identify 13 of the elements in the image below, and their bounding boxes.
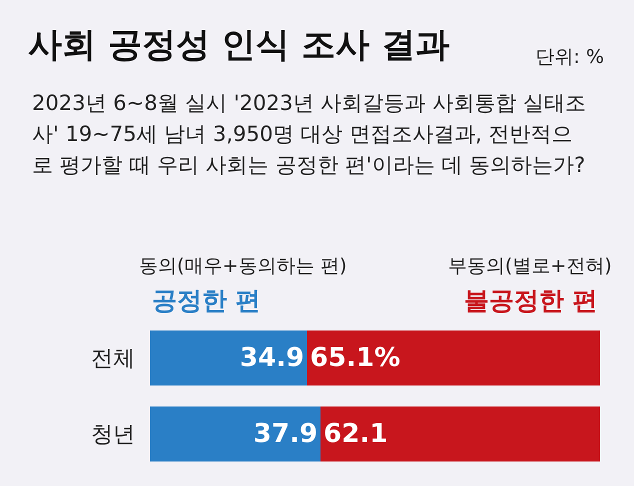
text: 부동의(별로+전혀) — [448, 255, 612, 277]
chart-title: 사회 공정성 인식 조사 결과 — [28, 24, 450, 67]
series-label: 공정한 편 — [152, 286, 261, 315]
y-tick-label: 청년 — [91, 422, 135, 448]
text: 동의(매우+동의하는 편) — [139, 255, 347, 277]
data-label: 37.9 — [253, 419, 318, 449]
data-label: 65.1% — [310, 343, 400, 373]
y-tick-label: 전체 — [91, 346, 135, 372]
text: 단위: % — [536, 45, 604, 70]
series-label: 불공정한 편 — [464, 286, 598, 315]
data-label: 62.1 — [324, 419, 388, 449]
data-label: 34.9 — [240, 343, 304, 373]
chart-subtitle: 2023년 6~8월 실시 '2023년 사회갈등과 사회통합 실태조사' 19~75세 남녀 3,950명 대상 면접조사결과, 전반적으로 평가할 때 우리 사회는 공정한 편'이라는 데 동의하는가? — [32, 90, 588, 179]
